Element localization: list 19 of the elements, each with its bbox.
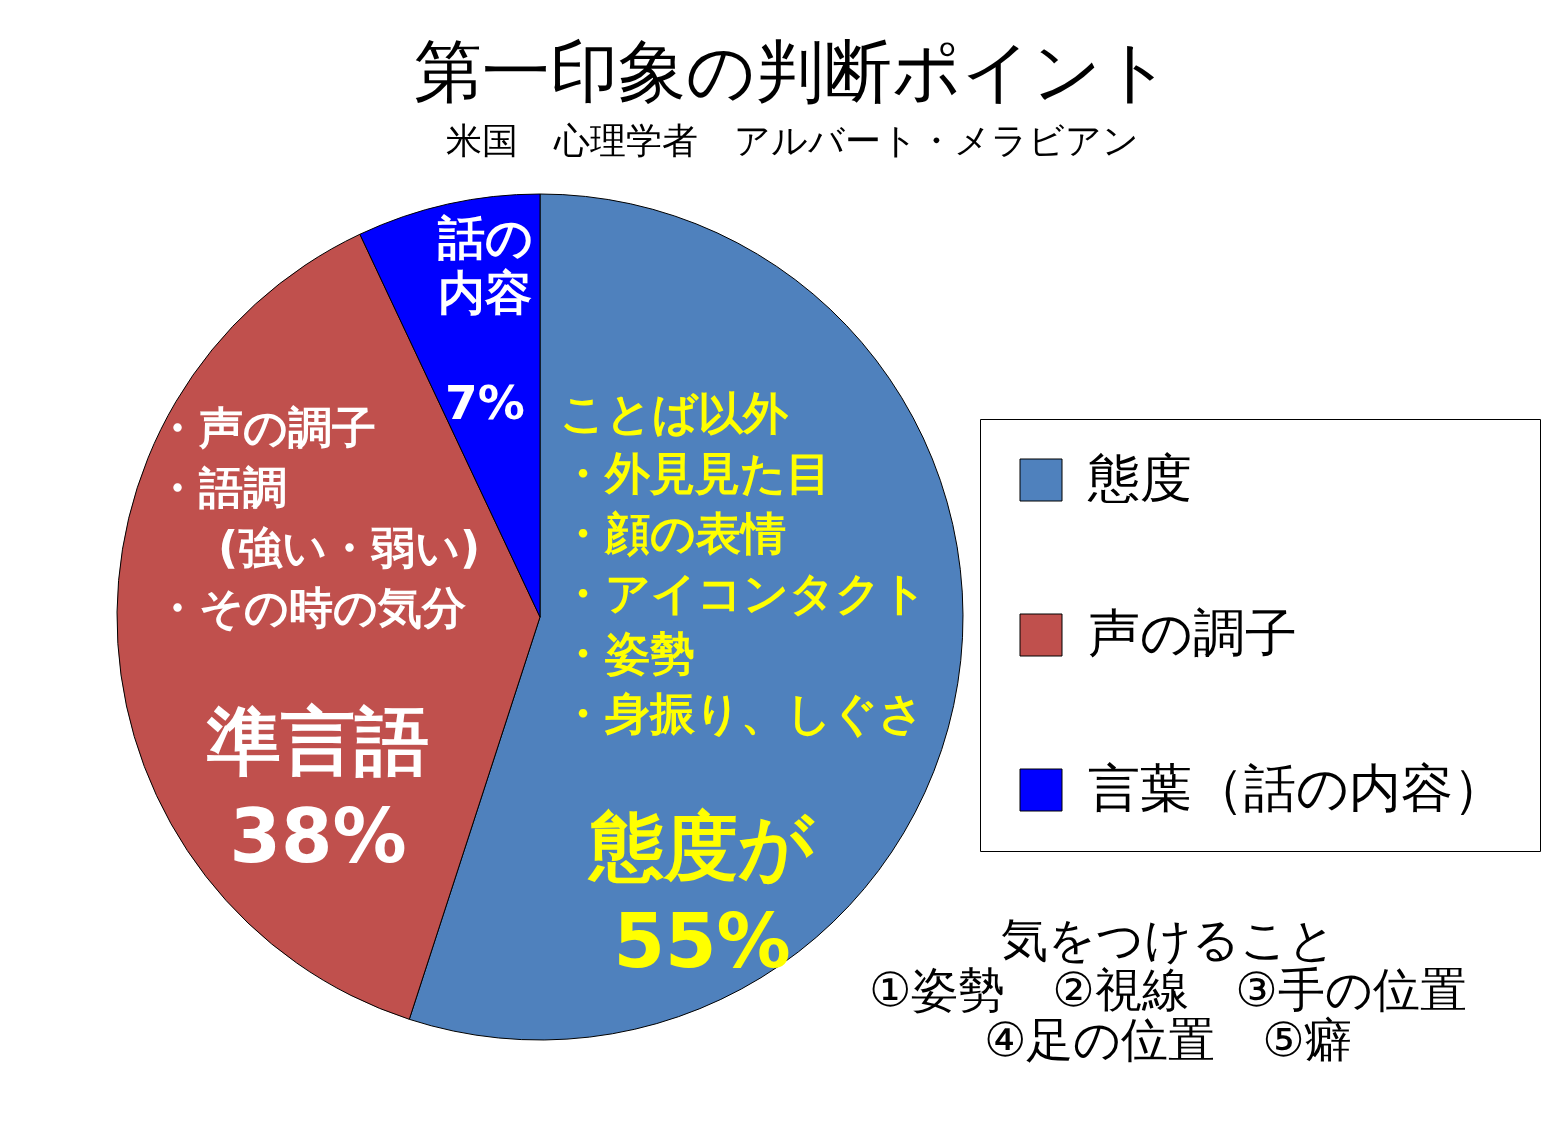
text: ・語調	[155, 462, 287, 513]
data-label: 話の内容 7%	[436, 210, 533, 430]
text: ・身振り、しぐさ	[560, 687, 924, 740]
legend-label: 声の調子	[1088, 603, 1297, 663]
text: ことば以外	[560, 387, 789, 440]
legend-label: 言葉（話の内容）	[1088, 758, 1505, 818]
chart-subtitle: 米国 心理学者 アルバート・メラビアン	[446, 120, 1139, 161]
legend-label: 態度	[1087, 448, 1192, 508]
text: ・顔の表情	[560, 507, 786, 560]
data-label: 準言語 38%	[206, 698, 429, 879]
text: ・外見見た目	[560, 447, 831, 500]
chart-title: 第一印象の判断ポイント	[413, 32, 1172, 111]
text: ・その時の気分	[155, 582, 466, 633]
text: ・アイコンタクト	[560, 567, 927, 620]
data-label: 態度が 55%	[587, 803, 815, 984]
text: ・声の調子	[155, 402, 376, 453]
text: 気をつけること ①姿勢 ②視線 ③手の位置 ④足の位置 ⑤癖	[869, 912, 1467, 1067]
text: ・姿勢	[560, 627, 695, 680]
text: (強い・弱い)	[218, 522, 481, 573]
